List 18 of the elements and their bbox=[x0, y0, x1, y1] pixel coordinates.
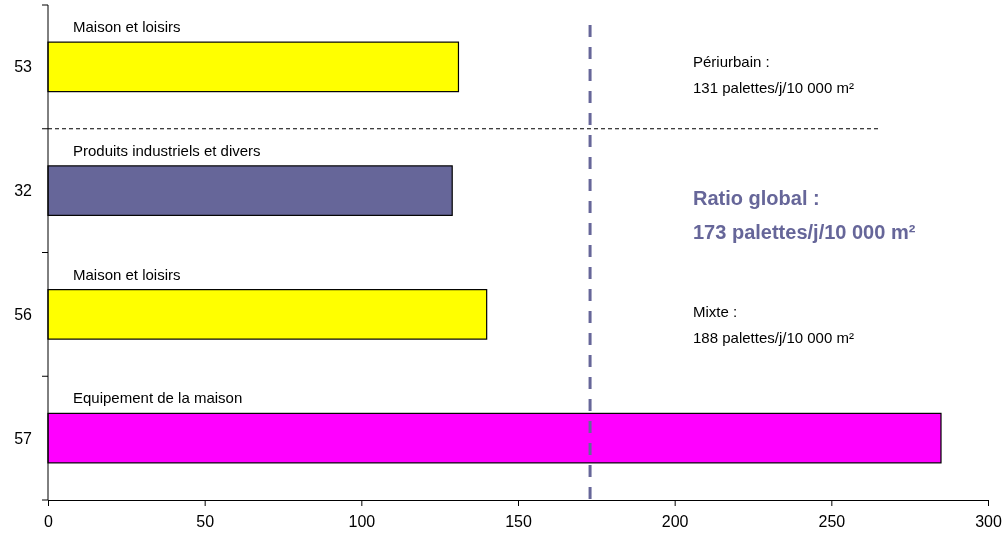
y-tick-label: 57 bbox=[14, 429, 33, 447]
x-tick-label: 300 bbox=[975, 512, 1002, 530]
x-tick-label: 0 bbox=[44, 512, 54, 530]
annotation: Produits industriels et divers bbox=[73, 141, 261, 159]
annotation: Equipement de la maison bbox=[73, 389, 243, 407]
ref-line-label: Ratio global : 173 palettes/j/10 000 m² bbox=[693, 187, 916, 243]
x-tick-label: 100 bbox=[348, 512, 376, 530]
annotation: Maison et loisirs bbox=[73, 265, 181, 283]
x-tick-label: 200 bbox=[661, 512, 689, 530]
y-tick-label: 32 bbox=[14, 182, 33, 200]
x-tick-label: 250 bbox=[818, 512, 846, 530]
y-tick-label: 56 bbox=[14, 305, 33, 323]
y-tick-label: 53 bbox=[14, 58, 33, 76]
annotation: Maison et loisirs bbox=[73, 18, 181, 36]
annotation: Mixte : 188 palettes/j/10 000 m² bbox=[693, 303, 854, 346]
x-tick-label: 50 bbox=[196, 512, 215, 530]
x-tick-label: 150 bbox=[505, 512, 532, 530]
annotation: Périurbain : 131 palettes/j/10 000 m² bbox=[693, 53, 854, 96]
